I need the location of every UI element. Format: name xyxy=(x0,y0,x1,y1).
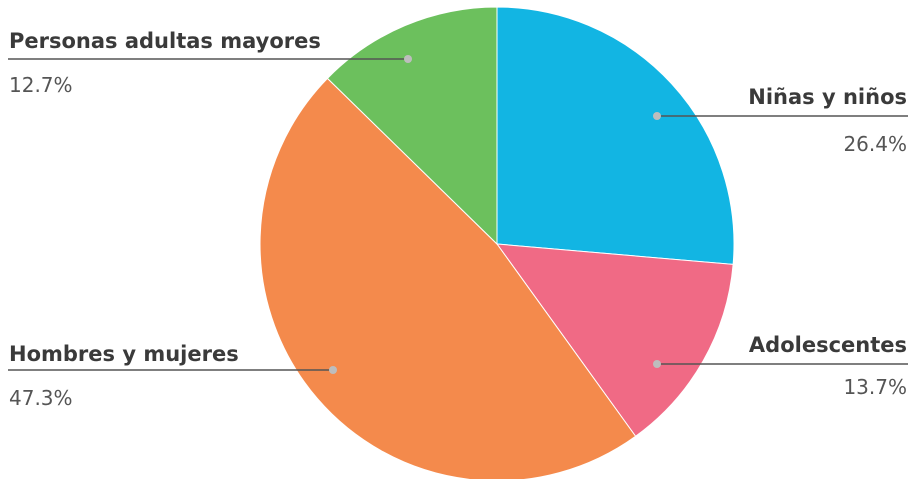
slice-labels: Niñas y niños 26.4% Adolescentes 13.7% Hombr… xyxy=(8,29,908,410)
slice-name-label-2: Hombres y mujeres xyxy=(9,342,239,366)
pie-slice-2 xyxy=(259,77,637,479)
pie-slice-1 xyxy=(495,243,734,437)
leader-marker-2 xyxy=(329,366,337,374)
pie-slices xyxy=(259,6,735,479)
slice-value-label-1: 13.7% xyxy=(843,375,907,399)
slice-value-label-2: 47.3% xyxy=(9,386,73,410)
slice-name-label-3: Personas adultas mayores xyxy=(9,29,321,53)
pie-slice-3 xyxy=(326,6,498,246)
leader-marker-0 xyxy=(653,112,661,120)
slice-name-label-0: Niñas y niños xyxy=(748,85,907,109)
pie-slice-0 xyxy=(496,6,735,265)
slice-value-label-0: 26.4% xyxy=(843,132,907,156)
slice-value-label-3: 12.7% xyxy=(9,73,73,97)
slice-name-label-1: Adolescentes xyxy=(749,333,907,357)
leader-marker-1 xyxy=(653,360,661,368)
leader-marker-3 xyxy=(404,55,412,63)
